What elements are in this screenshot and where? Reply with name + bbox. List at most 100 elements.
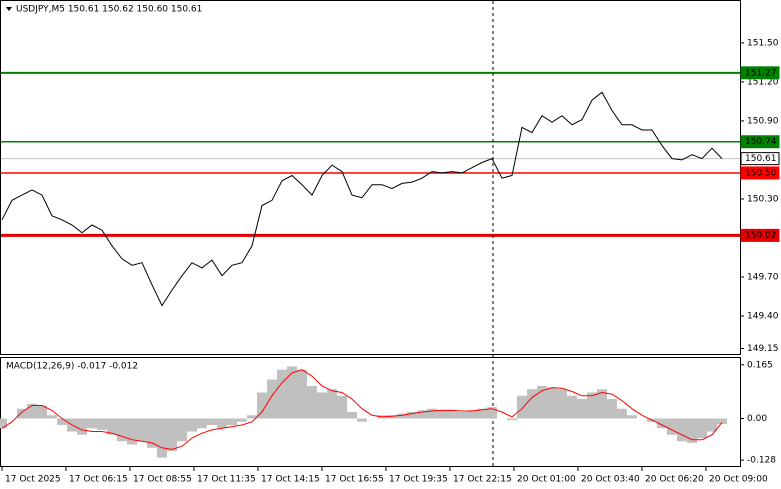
macd-bar xyxy=(477,408,487,419)
macd-bar xyxy=(47,415,57,419)
price-level-label: 150.02 xyxy=(745,231,777,241)
macd-bar xyxy=(627,415,637,419)
price-level-box xyxy=(740,135,780,149)
macd-bar xyxy=(37,405,47,419)
macd-bar xyxy=(87,418,97,429)
x-tick-label: 17 Oct 14:15 xyxy=(261,475,320,485)
macd-bar xyxy=(457,412,467,419)
macd-bar xyxy=(317,392,327,419)
macd-bar xyxy=(697,418,707,439)
macd-bar xyxy=(437,410,447,419)
macd-bar xyxy=(657,418,667,429)
x-tick-label: 20 Oct 01:00 xyxy=(517,475,576,485)
macd-bar xyxy=(357,418,367,422)
macd-bar xyxy=(177,418,187,442)
x-tick-label: 20 Oct 06:20 xyxy=(645,475,704,485)
y-tick-label: 0.165 xyxy=(747,360,773,370)
macd-bar xyxy=(617,408,627,419)
macd-bar xyxy=(247,415,257,419)
x-tick-label: 17 Oct 08:55 xyxy=(133,475,192,485)
macd-bar xyxy=(347,412,357,419)
macd-bar xyxy=(257,392,267,419)
macd-bar xyxy=(217,418,227,429)
chart-title: USDJPY,M5 150.61 150.62 150.60 150.61 xyxy=(16,5,202,15)
macd-bar xyxy=(567,395,577,419)
macd-bar xyxy=(107,418,117,435)
macd-bar xyxy=(157,418,167,458)
macd-bar xyxy=(147,418,157,448)
macd-bar xyxy=(207,418,217,426)
macd-bar xyxy=(507,418,517,421)
macd-bar xyxy=(97,418,107,430)
macd-bar xyxy=(387,415,397,419)
macd-bar xyxy=(297,369,307,419)
macd-bar xyxy=(57,418,67,426)
macd-bar xyxy=(447,410,457,419)
macd-bar xyxy=(557,389,567,419)
macd-bar xyxy=(167,418,177,452)
macd-bar xyxy=(547,387,557,419)
macd-bar xyxy=(117,418,127,442)
x-tick-label: 17 Oct 2025 xyxy=(5,475,61,485)
macd-frame xyxy=(0,357,741,467)
x-tick-label: 17 Oct 16:55 xyxy=(325,475,384,485)
price-level-box xyxy=(740,228,780,242)
x-tick-label: 17 Oct 11:35 xyxy=(197,475,256,485)
y-tick-label: 151.50 xyxy=(747,38,779,48)
macd-bar xyxy=(527,389,537,419)
menu-triangle[interactable] xyxy=(6,7,12,11)
macd-bar xyxy=(427,408,437,419)
price-level-label: 150.74 xyxy=(745,137,777,147)
macd-title: MACD(12,26,9) -0.017 -0.012 xyxy=(6,362,138,372)
macd-bar xyxy=(417,410,427,419)
macd-bar xyxy=(397,413,407,419)
price-line xyxy=(1,91,723,307)
macd-bar xyxy=(27,403,37,419)
macd-bar xyxy=(587,392,597,419)
price-level-label: 151.27 xyxy=(745,68,777,78)
macd-bar xyxy=(277,369,287,419)
x-tick-label: 17 Oct 22:15 xyxy=(453,475,512,485)
y-tick-label: 149.15 xyxy=(747,344,779,354)
price-level-label: 150.61 xyxy=(745,154,777,164)
price-level-box xyxy=(740,166,780,180)
y-tick-label: 0.00 xyxy=(747,414,767,424)
price-level-label: 150.50 xyxy=(745,168,777,178)
y-tick-label: 149.70 xyxy=(747,272,779,282)
x-tick-label: 17 Oct 06:15 xyxy=(69,475,128,485)
macd-bar xyxy=(707,418,717,432)
macd-bar xyxy=(227,418,237,426)
x-tick-label: 20 Oct 03:40 xyxy=(581,475,640,485)
y-tick-label: 151.20 xyxy=(747,77,779,87)
macd-bar xyxy=(607,398,617,419)
macd-bar xyxy=(517,395,527,419)
x-tick-label: 20 Oct 09:00 xyxy=(709,475,768,485)
macd-bar xyxy=(307,385,317,419)
macd-bar xyxy=(17,408,27,419)
price-level-box xyxy=(740,152,780,166)
y-tick-label: 149.40 xyxy=(747,311,779,321)
macd-bar xyxy=(717,418,727,425)
macd-bar xyxy=(597,389,607,419)
macd-bar xyxy=(267,379,277,419)
y-tick-label: 150.30 xyxy=(747,194,779,204)
macd-bar xyxy=(327,389,337,419)
macd-bar xyxy=(487,407,497,419)
macd-bar xyxy=(337,395,347,419)
price-frame xyxy=(0,0,741,355)
x-tick-label: 17 Oct 19:35 xyxy=(389,475,448,485)
macd-bar xyxy=(187,418,197,432)
macd-bar xyxy=(137,418,147,442)
macd-bar xyxy=(577,398,587,419)
macd-bar xyxy=(677,418,687,442)
macd-bar xyxy=(197,418,207,429)
macd-bar xyxy=(687,418,697,443)
macd-bar xyxy=(667,418,677,435)
y-tick-label: 150.90 xyxy=(747,116,779,126)
macd-bar xyxy=(407,412,417,419)
macd-bar xyxy=(287,366,297,419)
signal-line xyxy=(1,369,723,450)
macd-bar xyxy=(537,385,547,419)
macd-bar xyxy=(0,418,7,429)
